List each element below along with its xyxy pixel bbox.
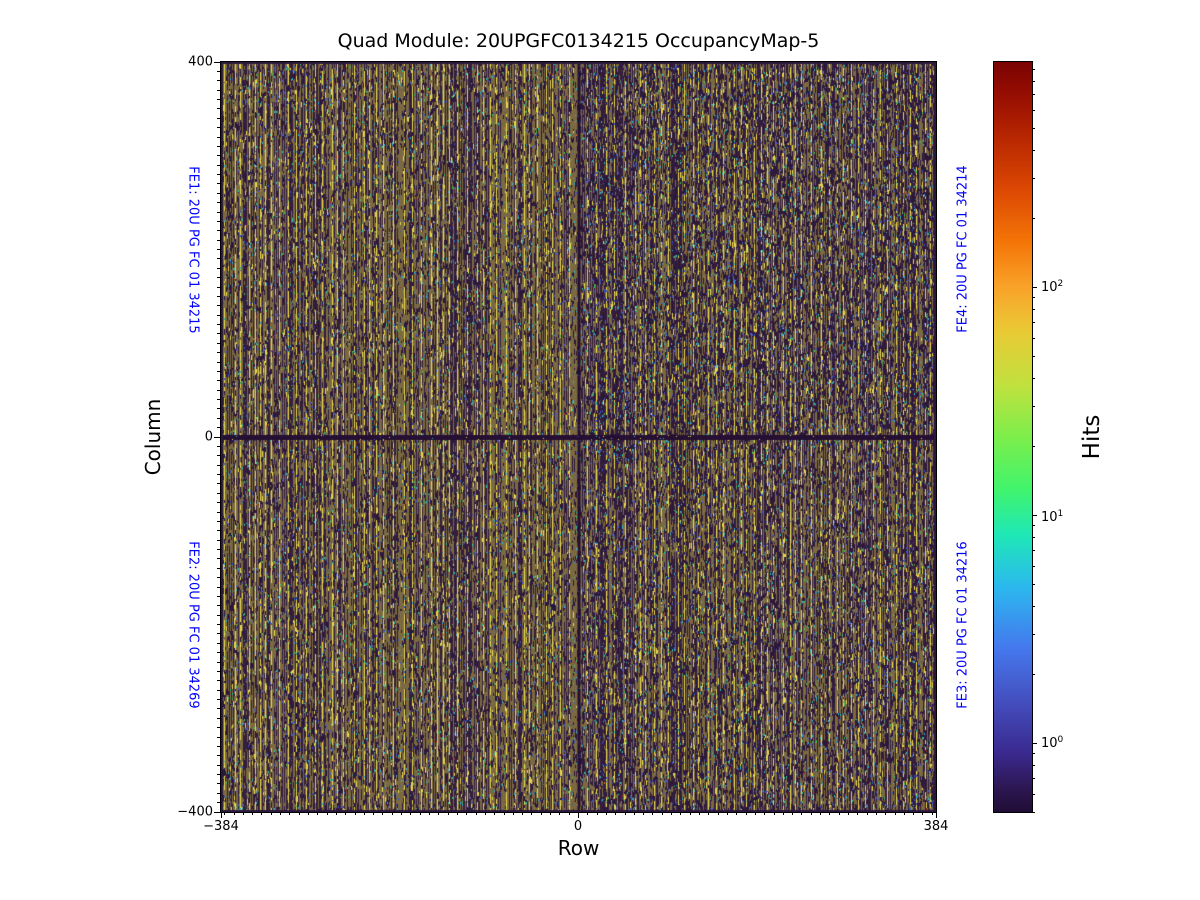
fe1-chip-label: FE1: 20U PG FC 01 34215 <box>185 166 201 334</box>
colorbar-tick-label-100: 102 <box>1041 278 1064 296</box>
y-tick-label-400: 400 <box>188 54 213 70</box>
colorbar-tick-label-10: 101 <box>1041 508 1064 526</box>
fe4-chip-label: FE4: 20U PG FC 01 34214 <box>955 165 971 333</box>
plot-area <box>220 61 937 813</box>
fe3-chip-label: FE3: 20U PG FC 01 34216 <box>955 541 971 709</box>
fe2-chip-label: FE2: 20U PG FC 01 34269 <box>185 541 201 709</box>
y-tick-label-neg400: −400 <box>177 804 213 820</box>
chart-title: Quad Module: 20UPGFC0134215 OccupancyMap… <box>337 30 820 52</box>
colorbar-tick-label-1: 100 <box>1041 734 1064 752</box>
colorbar-gradient <box>994 62 1032 812</box>
x-axis-label: Row <box>557 836 600 860</box>
x-tick-label-0: 0 <box>573 819 583 834</box>
x-tick-label-neg384: −384 <box>203 819 239 834</box>
colorbar <box>993 61 1033 813</box>
occupancy-heatmap <box>221 62 936 812</box>
x-tick-label-384: 384 <box>923 819 949 834</box>
y-tick-label-0: 0 <box>204 429 213 445</box>
colorbar-label: Hits <box>1079 414 1105 460</box>
y-axis-label: Column <box>141 398 165 476</box>
